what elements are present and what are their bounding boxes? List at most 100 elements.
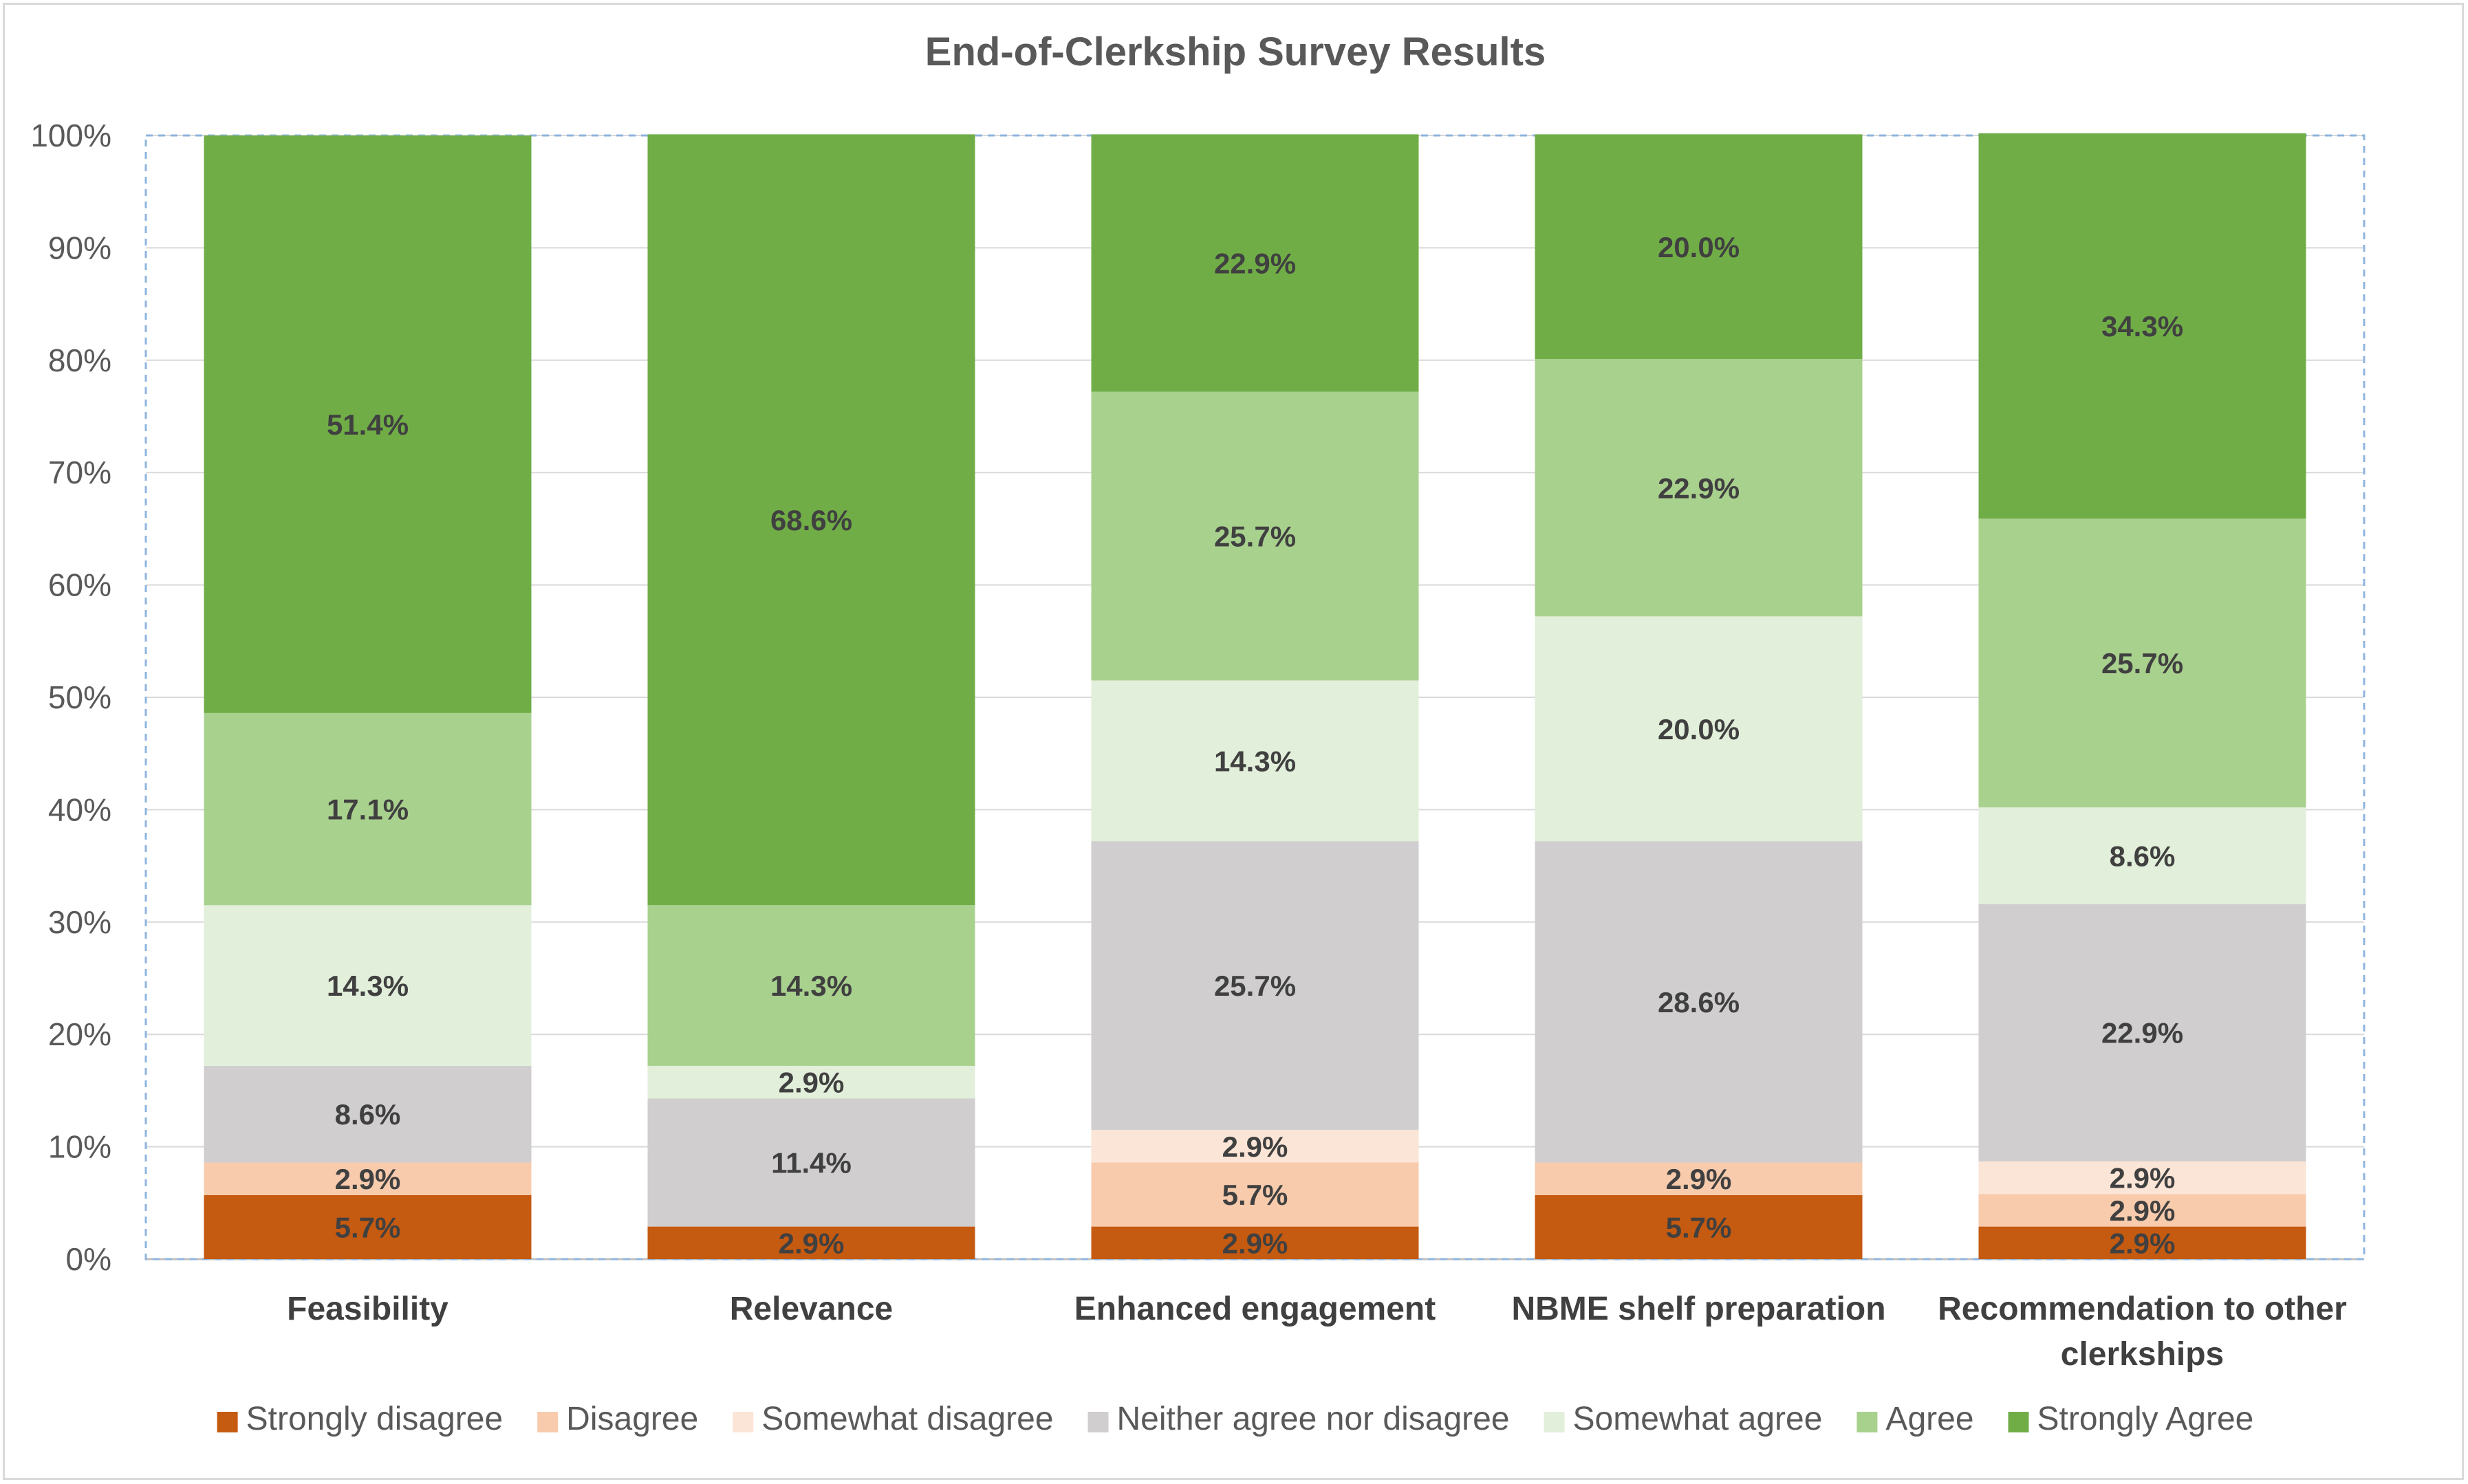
bar-segment [647,905,975,1066]
bar-segment [204,1162,532,1195]
legend-swatch [1087,1412,1109,1432]
category-label: Recommendation to other [1938,1291,2347,1327]
legend-entry: Agree [1885,1401,1973,1437]
data-label: 14.3% [327,970,409,1002]
bar-segment [1091,1162,1419,1227]
data-label: 2.9% [2110,1162,2176,1194]
bar-segment [204,1194,532,1259]
bar-segment [204,1065,532,1163]
data-label: 22.9% [1214,247,1296,279]
data-label: 2.9% [335,1163,401,1195]
data-label: 28.6% [1658,986,1740,1018]
data-label: 51.4% [327,408,409,441]
bar-segment [1978,1161,2306,1194]
bar-segment [204,135,532,713]
y-tick-label: 100% [30,118,111,153]
data-label: 2.9% [779,1067,845,1099]
legend-swatch [2008,1412,2029,1432]
data-label: 22.9% [2101,1017,2183,1049]
bar-segment [1091,391,1419,681]
bar-segment [1978,807,2306,904]
chart-frame: End-of-Clerkship Survey Results 0% 10% 20%… [3,3,2464,1480]
data-label: 25.7% [1214,521,1296,553]
data-label: 14.3% [770,970,852,1002]
bar-segment [1091,841,1419,1131]
y-tick-label: 60% [48,567,111,603]
data-label: 34.3% [2101,310,2183,342]
bar-segment [1091,134,1419,392]
bar-segment [1978,133,2306,519]
legend: Strongly disagree Disagree Somewhat disagr… [217,1401,2254,1437]
data-label: 25.7% [1214,970,1296,1002]
data-label: 2.9% [2110,1194,2176,1227]
bars [204,133,2306,1259]
data-label: 8.6% [335,1098,401,1131]
bar-segment [1535,359,1863,617]
data-labels: 5.7% 2.9% 8.6% 14.3% 17.1% 51.4% 2.9% 11.4% 2.9%… [327,231,2183,1260]
bar-segment [1978,1226,2306,1259]
bar-segment [1978,904,2306,1161]
x-axis-categories: Feasibility Relevance Enhanced engagement N… [287,1291,2347,1373]
bar-segment [1978,519,2306,808]
data-label: 5.7% [335,1211,401,1243]
bar-segment [204,905,532,1066]
data-label: 2.9% [2110,1227,2176,1259]
y-tick-label: 0% [66,1241,111,1277]
legend-entry: Somewhat disagree [761,1401,1053,1437]
data-label: 68.6% [770,504,852,536]
legend-entry: Neither agree nor disagree [1117,1401,1510,1437]
data-label: 20.0% [1658,713,1740,745]
category-label: clerkships [2061,1336,2224,1373]
legend-entry: Strongly Agree [2037,1401,2254,1437]
bar-segment [647,134,975,906]
data-label: 25.7% [2101,647,2183,679]
y-tick-label: 50% [48,679,111,715]
data-label: 2.9% [1222,1227,1288,1259]
data-label: 2.9% [1222,1131,1288,1163]
data-label: 17.1% [327,794,409,826]
category-label: Feasibility [287,1291,448,1327]
category-label: Relevance [730,1291,894,1327]
data-label: 8.6% [2110,840,2176,872]
bar-segment [647,1226,975,1259]
y-tick-label: 10% [48,1129,111,1165]
y-tick-label: 70% [48,455,111,490]
bar-segment [204,712,532,906]
y-tick-label: 20% [48,1016,111,1052]
data-label: 2.9% [1666,1163,1732,1195]
legend-swatch [733,1412,754,1432]
legend-swatch [1857,1412,1878,1432]
data-label: 11.4% [771,1146,852,1179]
legend-entry: Disagree [566,1401,698,1437]
category-label: Enhanced engagement [1074,1291,1436,1327]
bar-segment [647,1098,975,1227]
data-label: 5.7% [1222,1179,1288,1211]
bar-segment [1535,134,1863,360]
data-label: 22.9% [1658,472,1740,504]
bar-segment [1535,1162,1863,1195]
legend-swatch [537,1412,559,1432]
legend-entry: Strongly disagree [246,1401,504,1437]
data-label: 2.9% [779,1227,845,1259]
bar-segment [1535,616,1863,842]
data-label: 14.3% [1214,745,1296,777]
category-label: NBME shelf preparation [1511,1291,1885,1327]
bar-segment [647,1065,975,1099]
data-label: 5.7% [1666,1211,1732,1243]
y-axis-ticks: 0% 10% 20% 30% 40% 50% 60% 70% 80% 90% 100% [30,118,111,1277]
bar-segment [1535,1194,1863,1259]
data-label: 20.0% [1658,231,1740,263]
bar-segment [1091,680,1419,842]
bar-segment [1091,1130,1419,1163]
y-tick-label: 80% [48,342,111,378]
y-tick-label: 40% [48,792,111,827]
y-tick-label: 30% [48,904,111,940]
bar-segment [1978,1194,2306,1227]
legend-swatch [217,1412,238,1432]
chart-title: End-of-Clerkship Survey Results [925,30,1546,74]
stacked-bar-chart: End-of-Clerkship Survey Results 0% 10% 20%… [30,30,2366,1437]
bar-segment [1535,841,1863,1163]
bar-segment [1091,1226,1419,1259]
legend-entry: Somewhat agree [1573,1401,1823,1437]
legend-swatch [1544,1412,1565,1432]
